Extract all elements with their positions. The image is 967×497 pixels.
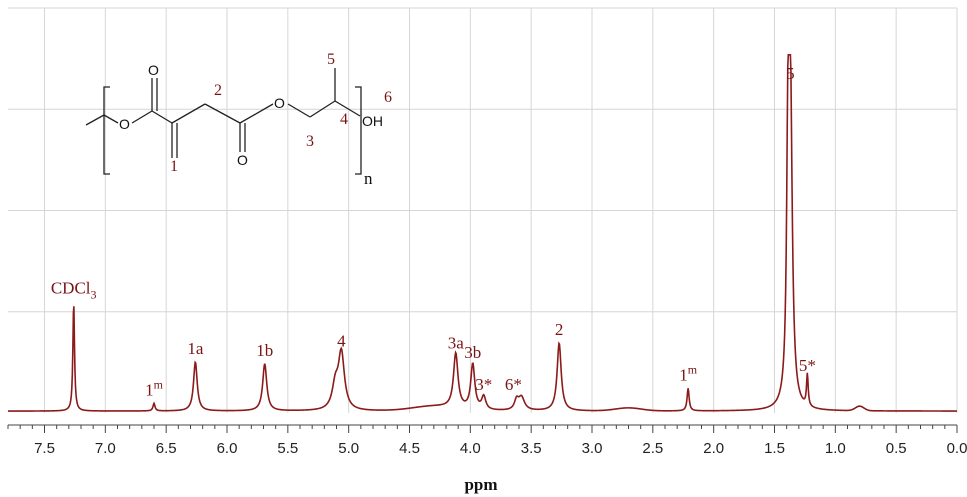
peak-label: 3a [448, 333, 465, 352]
peak-label: 4 [337, 331, 346, 350]
peak-label: CDCl3 [51, 279, 97, 302]
x-tick-label: 3.5 [521, 440, 542, 457]
x-tick-label: 0.5 [886, 440, 907, 457]
x-tick-label: 3.0 [582, 440, 603, 457]
position-6: 6 [384, 89, 392, 106]
peak-label: 2 [555, 320, 564, 339]
spectrum-trace [8, 54, 957, 412]
x-axis: 7.5 7.0 6.5 6.0 5.5 5.0 4.5 4.0 3.5 3.0 2.5 2.0 1.5 1… [7, 424, 967, 457]
peak-label: 5* [799, 356, 816, 375]
peak-label: 6* [505, 375, 522, 394]
peak-label: 3* [475, 375, 492, 394]
position-4: 4 [340, 111, 348, 128]
x-tick-label: 0.0 [947, 440, 967, 457]
x-tick-label: 5.0 [338, 440, 359, 457]
right-bracket [355, 86, 362, 175]
carbonyl-oxygen-1: O [148, 62, 159, 78]
peak-label: 1m [145, 377, 164, 399]
x-axis-title: ppm [464, 475, 497, 494]
hydroxyl-group: OH [362, 113, 383, 129]
peak-label: 1b [256, 341, 273, 360]
ester-oxygen-2: O [274, 95, 285, 111]
peak-label: 1m [679, 362, 698, 384]
x-tick-label: 2.5 [642, 440, 663, 457]
chart-grid [8, 7, 958, 413]
molecule-structure [85, 68, 362, 175]
x-tick-label: 7.5 [34, 440, 55, 457]
ester-oxygen-1: O [119, 116, 130, 132]
x-tick-label: 5.5 [277, 440, 298, 457]
repeat-subscript: n [364, 169, 373, 188]
x-tick-label: 2.0 [703, 440, 724, 457]
position-2: 2 [214, 82, 222, 99]
peak-labels: CDCl3 1m 1a 1b 4 3a 3b 3* 6* 2 1m 5 5* [51, 64, 816, 400]
peak-label: 3b [464, 343, 481, 362]
carbonyl-oxygen-2: O [237, 152, 248, 168]
x-tick-label: 7.0 [95, 440, 116, 457]
peak-label: 1a [187, 339, 204, 358]
x-tick-label: 4.0 [460, 440, 481, 457]
left-bracket [103, 86, 110, 175]
molecule-labels: O O O O OH 1 2 3 4 5 6 n [119, 51, 392, 188]
x-tick-label: 4.5 [399, 440, 420, 457]
x-tick-label: 6.0 [217, 440, 238, 457]
position-5: 5 [327, 51, 335, 68]
position-1: 1 [170, 158, 178, 175]
x-tick-label: 1.0 [825, 440, 846, 457]
peak-label: 5 [786, 64, 795, 83]
x-tick-label: 6.5 [156, 440, 177, 457]
x-tick-label: 1.5 [764, 440, 785, 457]
position-3: 3 [306, 133, 314, 150]
